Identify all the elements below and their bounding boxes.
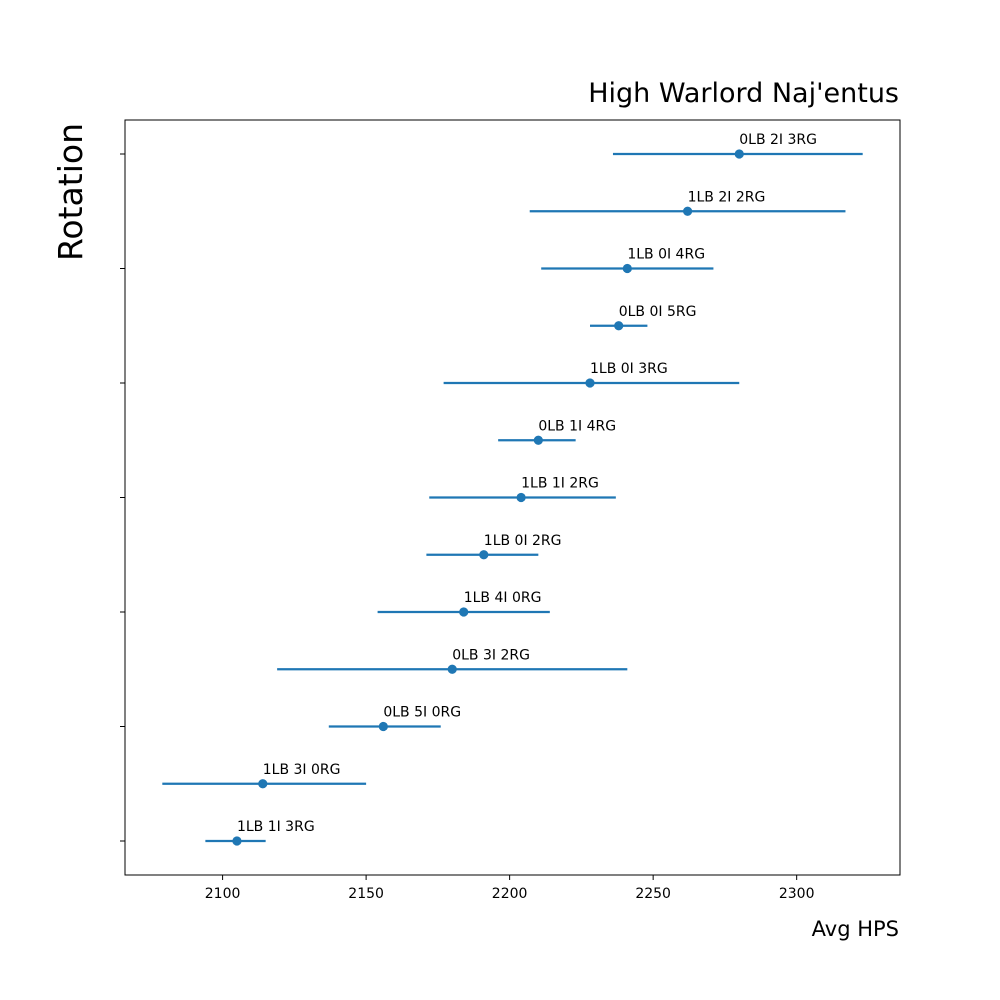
- point-label: 0LB 0I 5RG: [619, 304, 697, 320]
- x-tick-label: 2250: [635, 886, 671, 902]
- point-label: 1LB 1I 2RG: [521, 476, 599, 492]
- point-label: 0LB 5I 0RG: [383, 705, 461, 721]
- chart-title: High Warlord Naj'entus: [588, 78, 899, 109]
- point-label: 1LB 2I 2RG: [688, 189, 766, 205]
- x-axis-label: Avg HPS: [812, 917, 899, 941]
- data-point: [258, 779, 268, 789]
- data-point: [378, 721, 388, 732]
- y-axis-label: Rotation: [51, 123, 90, 261]
- x-tick-label: 2150: [348, 886, 384, 902]
- data-point: [734, 149, 744, 159]
- x-tick-label: 2100: [205, 886, 241, 902]
- data-point: [516, 492, 526, 503]
- point-label: 1LB 0I 4RG: [627, 247, 705, 263]
- point-label: 1LB 3I 0RG: [263, 762, 341, 778]
- x-tick-label: 2200: [492, 886, 528, 902]
- point-label: 1LB 0I 3RG: [590, 361, 668, 377]
- x-tick-label: 2300: [779, 886, 815, 902]
- point-label: 1LB 4I 0RG: [464, 590, 542, 606]
- point-label: 0LB 3I 2RG: [452, 647, 530, 663]
- chart-marks: 0LB 2I 3RG 1LB 2I 2RG 1LB 0I 4RG 0LB 0I 5RG…: [162, 132, 863, 846]
- data-point: [622, 263, 632, 274]
- data-point: [682, 206, 693, 216]
- data-point: [585, 378, 595, 388]
- data-point: [447, 664, 457, 674]
- point-label: 1LB 0I 2RG: [484, 533, 562, 549]
- data-point: [533, 435, 543, 445]
- axes: 2100 2150 2200 2250 2300: [120, 119, 901, 902]
- data-point: [232, 836, 242, 846]
- data-point: [614, 321, 624, 331]
- point-label: 0LB 2I 3RG: [739, 132, 817, 148]
- data-point: [459, 607, 469, 617]
- point-label: 1LB 1I 3RG: [237, 819, 315, 835]
- point-label: 0LB 1I 4RG: [538, 418, 616, 434]
- data-point: [479, 550, 489, 560]
